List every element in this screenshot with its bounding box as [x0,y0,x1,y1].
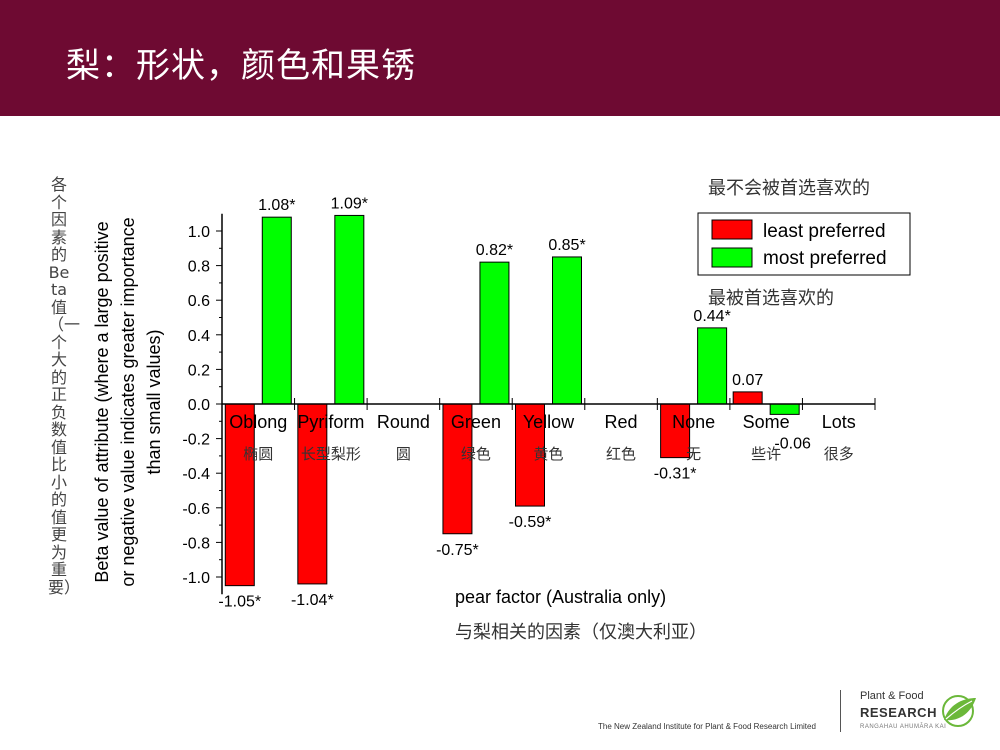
y-tick-label: -0.4 [182,466,210,483]
y-axis-label-line-3: than small values) [144,329,164,474]
legend-least-swatch [711,219,753,240]
data-label-none: -0.31* [654,466,697,483]
x-axis-label: pear factor (Australia only) [455,587,666,607]
category-label-cn-red: 红色 [606,446,636,463]
bar-least-oblong [224,403,255,587]
bar-most-pyriform [334,214,365,405]
y-tick-label: -1.0 [182,570,210,587]
legend-most-swatch [711,247,753,268]
category-label-cn-none: 无 [686,446,701,463]
y-tick-label: 0.8 [188,259,210,276]
category-label-green: Green [451,412,501,432]
data-label-none: 0.44* [693,308,730,325]
category-label-cn-yellow: 黄色 [533,446,563,463]
data-label-yellow: 0.85* [548,237,585,254]
company-logo: Plant & Food RESEARCH RANGAHAU AHUMĀRA K… [840,690,990,740]
bar-least-pyriform [297,403,328,585]
category-label-cn-oblong: 椭圆 [243,446,273,463]
category-label-cn-pyriform: 长型梨形 [301,446,361,463]
category-label-oblong: Oblong [229,412,287,432]
y-tick-label: 0.2 [188,362,210,379]
data-label-pyriform: 1.09* [331,195,368,212]
bar-most-yellow [552,256,582,405]
category-label-cn-green: 绿色 [461,446,491,463]
slide-title: 梨：形状，颜色和果锈 [66,46,416,86]
footer-text: The New Zealand Institute for Plant & Fo… [598,722,816,731]
title-bar: 梨：形状，颜色和果锈 [0,0,1000,116]
logo-divider [840,690,841,732]
data-label-some: 0.07 [732,372,763,389]
category-label-cn-round: 圆 [396,446,411,463]
data-label-green: 0.82* [476,242,513,259]
y-tick-label: -0.6 [182,501,210,518]
category-label-none: None [672,412,715,432]
category-label-lots: Lots [822,412,856,432]
data-label-some: -0.06 [774,435,811,452]
category-label-some: Some [743,412,790,432]
y-tick-label: 0.4 [188,328,210,345]
legend-least-cn-label: 最不会被首选喜欢的 [708,178,870,198]
category-label-pyriform: Pyriform [297,412,364,432]
legend-most-label: most preferred [763,248,887,269]
bar-most-green [479,261,510,405]
bar-least-none [660,403,691,459]
y-axis-label-line-1: Beta value of attribute (where a large p… [92,221,112,582]
bar-most-oblong [261,216,292,405]
bar-most-none [697,327,728,405]
y-tick-label: -0.2 [182,432,210,449]
x-axis-label-cn: 与梨相关的因素（仅澳大利亚） [455,622,707,642]
bar-chart: -1.0 -0.8 -0.6 -0.4 -0.2 0.0 0.2 0.4 0.6 0.8 1.0 O… [92,178,911,642]
category-label-cn-lots: 很多 [824,446,854,463]
data-label-green: -0.75* [436,542,479,559]
category-label-yellow: Yellow [523,412,575,432]
data-label-yellow: -0.59* [509,514,552,531]
bar-least-yellow [515,403,545,507]
logo-line-1: Plant & Food [860,690,924,702]
category-label-cn-some: 些许 [751,446,781,463]
vertical-chinese-label: 各个因素的Beta值（一个大的正负数值比小的值更为重要） [48,175,81,597]
category-label-red: Red [605,412,638,432]
data-label-pyriform: -1.04* [291,592,334,609]
category-label-round: Round [377,412,430,432]
y-tick-label: 0.6 [188,293,210,310]
logo-line-2: RESEARCH [860,705,937,720]
data-label-oblong: 1.08* [258,197,295,214]
y-tick-label: 0.0 [188,397,210,414]
y-tick-label: -0.8 [182,535,210,552]
y-tick-label: 1.0 [188,224,210,241]
logo-line-3: RANGAHAU AHUMĀRA KAI [860,724,947,730]
legend-most-cn-label: 最被首选喜欢的 [708,288,834,308]
leaf-icon [942,695,976,727]
data-label-oblong: -1.05* [218,594,261,611]
y-axis-label-line-2: or negative value indicates greater impo… [118,217,138,586]
bar-least-some [732,391,763,405]
legend-least-label: least preferred [763,221,886,242]
